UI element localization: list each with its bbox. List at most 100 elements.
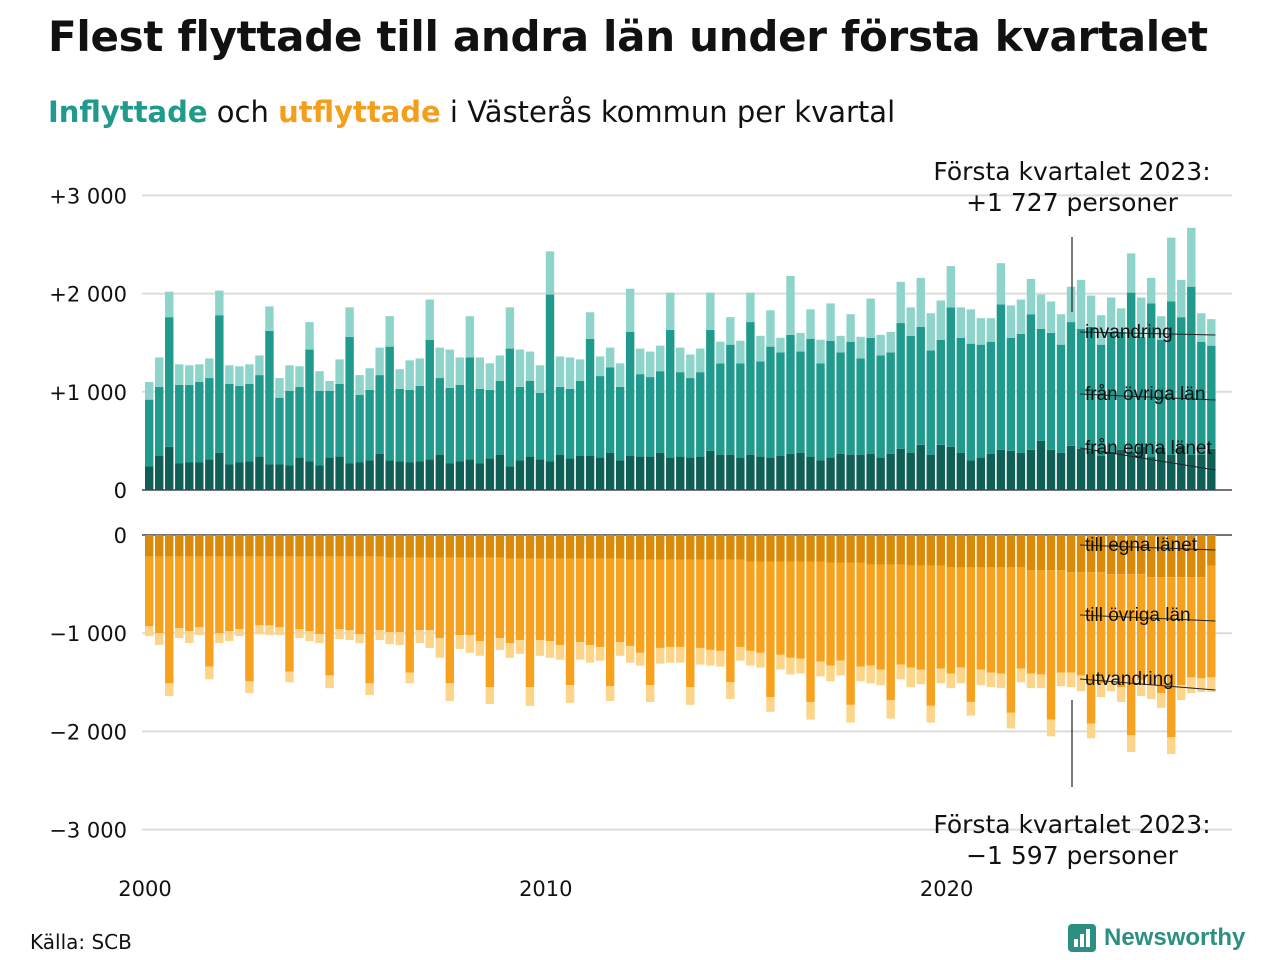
outflow-bar-segment bbox=[355, 634, 364, 644]
inflow-bar-segment bbox=[355, 375, 364, 395]
inflow-bar-segment bbox=[1157, 316, 1166, 340]
outflow-bar-segment bbox=[365, 535, 374, 557]
outflow-bar-segment bbox=[605, 535, 615, 559]
outflow-bar-segment bbox=[856, 666, 865, 682]
outflow-bar-segment bbox=[1106, 574, 1116, 677]
outflow-bar-segment bbox=[395, 535, 404, 558]
inflow-bar-segment bbox=[215, 452, 224, 490]
inflow-bar-segment bbox=[445, 387, 454, 464]
inflow-bar-segment bbox=[676, 347, 685, 373]
inflow-bar-segment bbox=[635, 456, 645, 490]
outflow-bar-segment bbox=[625, 645, 635, 663]
inflow-bar-segment bbox=[385, 346, 394, 461]
outflow-bar-segment bbox=[796, 535, 805, 562]
outflow-bar-segment bbox=[996, 673, 1006, 689]
outflow-bar-segment bbox=[185, 556, 194, 632]
inflow-bar-segment bbox=[766, 346, 775, 458]
inflow-bar-segment bbox=[1126, 451, 1136, 490]
inflow-bar-segment bbox=[716, 363, 725, 455]
inflow-bar-segment bbox=[625, 331, 635, 456]
inflow-bar-segment bbox=[1106, 451, 1116, 490]
outflow-bar-segment bbox=[545, 535, 555, 559]
inflow-bar-segment bbox=[1036, 440, 1046, 490]
outflow-bar-segment bbox=[305, 556, 314, 632]
inflow-bar-segment bbox=[515, 386, 525, 461]
outflow-bar-segment bbox=[696, 647, 705, 665]
inflow-bar-segment bbox=[766, 457, 775, 490]
outflow-bar-segment bbox=[916, 669, 925, 685]
outflow-bar-segment bbox=[916, 535, 925, 566]
inflow-bar-segment bbox=[756, 335, 765, 362]
outflow-bar-segment bbox=[255, 556, 264, 626]
outflow-bar-segment bbox=[335, 629, 344, 640]
inflow-bar-segment bbox=[1157, 339, 1166, 448]
outflow-bar-segment bbox=[225, 556, 234, 632]
outflow-bar-segment bbox=[656, 535, 665, 560]
outflow-bar-segment bbox=[646, 535, 655, 560]
y-tick-label-inflow: +1 000 bbox=[49, 381, 127, 405]
outflow-bar-segment bbox=[736, 646, 745, 661]
inflow-bar-segment bbox=[976, 318, 986, 345]
inflow-bar-segment bbox=[706, 329, 715, 451]
inflow-bar-segment bbox=[1187, 286, 1196, 455]
inflow-bar-segment bbox=[485, 363, 495, 390]
newsworthy-logo: Newsworthy bbox=[1068, 924, 1245, 952]
inflow-bar-segment bbox=[1026, 449, 1036, 490]
outflow-bar-segment bbox=[625, 535, 635, 560]
inflow-bar-segment bbox=[756, 456, 765, 490]
inflow-bar-segment bbox=[475, 357, 485, 389]
inflow-bar-segment bbox=[315, 371, 324, 391]
outflow-bar-segment bbox=[756, 535, 765, 562]
inflow-bar-segment bbox=[425, 299, 434, 340]
outflow-bar-segment bbox=[525, 558, 535, 688]
outflow-bar-segment bbox=[485, 557, 495, 688]
outflow-bar-segment bbox=[455, 635, 465, 649]
inflow-bar-segment bbox=[986, 453, 996, 490]
outflow-bar-segment bbox=[395, 632, 404, 645]
inflow-bar-segment bbox=[175, 463, 184, 490]
outflow-bar-segment bbox=[445, 557, 454, 684]
x-tick-label: 2000 bbox=[118, 877, 171, 901]
outflow-bar-segment bbox=[1046, 570, 1056, 720]
outflow-bar-segment bbox=[1046, 535, 1056, 571]
inflow-bar-segment bbox=[415, 385, 424, 462]
outflow-bar-segment bbox=[535, 535, 545, 559]
outflow-bar-segment bbox=[415, 630, 424, 644]
inflow-bar-segment bbox=[1086, 450, 1096, 490]
inflow-bar-segment bbox=[1147, 277, 1156, 304]
outflow-bar-segment bbox=[265, 535, 274, 557]
inflow-bar-segment bbox=[1056, 314, 1066, 345]
outflow-bar-segment bbox=[615, 535, 625, 559]
inflow-bar-segment bbox=[696, 372, 705, 457]
outflow-bar-segment bbox=[405, 672, 414, 684]
inflow-bar-segment bbox=[195, 364, 204, 382]
inflow-bar-segment bbox=[1126, 292, 1136, 452]
inflow-bar-segment bbox=[1167, 454, 1176, 490]
inflow-bar-segment bbox=[145, 466, 154, 490]
outflow-bar-segment bbox=[385, 535, 394, 558]
inflow-bar-segment bbox=[906, 307, 915, 336]
outflow-bar-segment bbox=[866, 665, 875, 684]
inflow-bar-segment bbox=[1106, 297, 1116, 332]
inflow-bar-segment bbox=[1207, 319, 1216, 346]
inflow-bar-segment bbox=[295, 366, 304, 387]
outflow-bar-segment bbox=[215, 535, 224, 557]
inflow-bar-segment bbox=[936, 444, 945, 490]
outflow-bar-segment bbox=[605, 558, 615, 687]
outflow-bar-segment bbox=[1096, 572, 1106, 684]
inflow-bar-segment bbox=[756, 361, 765, 457]
outflow-bar-segment bbox=[165, 556, 174, 684]
outflow-bar-segment bbox=[485, 687, 495, 704]
outflow-bar-segment bbox=[656, 647, 665, 664]
outflow-bar-segment bbox=[1106, 676, 1116, 692]
inflow-bar-segment bbox=[275, 378, 284, 398]
inflow-bar-segment bbox=[706, 450, 715, 490]
inflow-bar-segment bbox=[816, 339, 825, 364]
inflow-bar-segment bbox=[565, 458, 575, 490]
inflow-bar-segment bbox=[1187, 454, 1196, 490]
inflow-bar-segment bbox=[165, 317, 174, 447]
inflow-bar-segment bbox=[666, 457, 675, 490]
outflow-bar-segment bbox=[1116, 687, 1126, 702]
inflow-bar-segment bbox=[686, 457, 695, 490]
inflow-bar-segment bbox=[495, 454, 505, 490]
